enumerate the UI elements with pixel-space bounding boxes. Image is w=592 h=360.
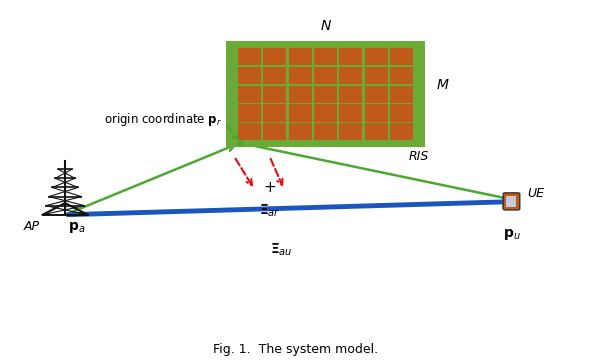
Bar [365, 48, 388, 66]
Text: $\mathbf{\Xi}_{ar}$: $\mathbf{\Xi}_{ar}$ [259, 203, 280, 220]
Bar [390, 86, 413, 103]
Bar [314, 48, 337, 66]
Bar [263, 104, 287, 122]
Text: AP: AP [24, 220, 40, 233]
Text: N: N [320, 19, 331, 33]
Bar [289, 104, 312, 122]
Text: UE: UE [527, 186, 544, 199]
Bar [238, 67, 261, 84]
Text: $\mathbf{p}_a$: $\mathbf{p}_a$ [68, 220, 85, 235]
Bar [390, 67, 413, 84]
Bar [263, 86, 287, 103]
Bar [238, 104, 261, 122]
Bar [365, 104, 388, 122]
Bar [506, 196, 516, 207]
Bar [289, 86, 312, 103]
Bar [314, 86, 337, 103]
Text: +: + [263, 180, 276, 195]
Bar [365, 123, 388, 140]
Text: $\mathbf{p}_u$: $\mathbf{p}_u$ [503, 227, 520, 242]
Bar [339, 86, 362, 103]
Bar [263, 123, 287, 140]
Bar [314, 123, 337, 140]
Bar [263, 67, 287, 84]
Text: Fig. 1.  The system model.: Fig. 1. The system model. [214, 343, 378, 356]
Text: $\mathbf{\Xi}_{au}$: $\mathbf{\Xi}_{au}$ [270, 242, 292, 258]
Text: RIS: RIS [408, 150, 429, 163]
Bar [226, 41, 425, 147]
Bar [289, 48, 312, 66]
Bar [314, 67, 337, 84]
Bar [238, 48, 261, 66]
Bar [365, 86, 388, 103]
Bar [238, 123, 261, 140]
Bar [263, 48, 287, 66]
Text: M: M [437, 78, 449, 92]
Bar [314, 104, 337, 122]
Bar [390, 123, 413, 140]
Text: origin coordinate $\mathbf{p}_r$: origin coordinate $\mathbf{p}_r$ [104, 111, 222, 128]
Bar [390, 48, 413, 66]
Bar [339, 48, 362, 66]
Bar [365, 67, 388, 84]
Bar [339, 104, 362, 122]
Bar [339, 67, 362, 84]
Bar [289, 123, 312, 140]
Bar [289, 67, 312, 84]
FancyBboxPatch shape [503, 193, 520, 210]
Bar [238, 86, 261, 103]
Bar [339, 123, 362, 140]
Bar [390, 104, 413, 122]
